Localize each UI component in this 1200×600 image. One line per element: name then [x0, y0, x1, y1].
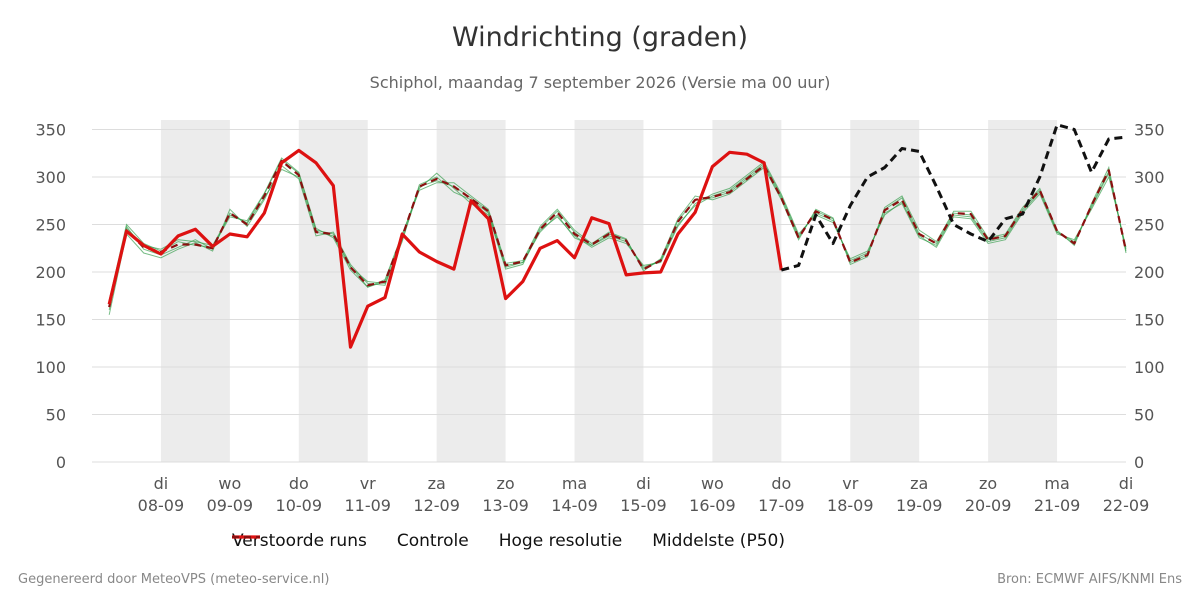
x-tick-day-7: di	[636, 474, 651, 493]
x-tick-day-4: za	[428, 474, 446, 493]
shaded-period-5	[850, 120, 920, 462]
x-tick-day-1: wo	[218, 474, 241, 493]
ensemble-member-1	[108, 157, 1127, 301]
shaded-period-6	[988, 120, 1058, 462]
x-tick-day-0: di	[154, 474, 169, 493]
x-tick-day-5: zo	[497, 474, 515, 493]
y-tick-right-250: 250	[1134, 216, 1165, 235]
grid-lines	[92, 129, 1126, 463]
y-tick-right-0: 0	[1134, 453, 1144, 472]
x-tick-date-5: 13-09	[482, 496, 529, 515]
legend-item-median: Middelste (P50)	[232, 531, 785, 551]
y-tick-left-50: 50	[46, 406, 66, 425]
x-tick-day-13: ma	[1044, 474, 1069, 493]
series-controle	[780, 123, 1127, 272]
main-series-lines	[107, 123, 1128, 349]
legend-item-hires: Hoge resolutie	[232, 531, 623, 551]
y-tick-left-350: 350	[35, 121, 66, 140]
y-tick-right-200: 200	[1134, 263, 1165, 282]
y-tick-left-300: 300	[35, 168, 66, 187]
x-tick-day-11: za	[910, 474, 928, 493]
legend-label-median: Middelste (P50)	[652, 531, 785, 551]
x-tick-day-12: zo	[979, 474, 997, 493]
x-tick-date-6: 14-09	[551, 496, 598, 515]
y-tick-right-150: 150	[1134, 311, 1165, 330]
x-tick-day-10: vr	[842, 474, 858, 493]
shaded-period-1	[298, 120, 368, 462]
footer-source: Bron: ECMWF AIFS/KNMI Ens	[997, 572, 1182, 587]
shaded-period-4	[712, 120, 782, 462]
y-tick-left-100: 100	[35, 358, 66, 377]
x-tick-day-9: do	[771, 474, 791, 493]
footer-generator: Gegenereerd door MeteoVPS (meteo-service…	[18, 572, 330, 587]
x-tick-day-6: ma	[562, 474, 587, 493]
series-hoge-resolutie	[107, 148, 783, 349]
shaded-period-0	[160, 120, 230, 462]
chart-title: Windrichting (graden)	[451, 22, 749, 53]
axis-labels: 0 0 50 50 100 100 150 150 200 200 250 250 300 300 350 3…	[35, 121, 1164, 516]
y-tick-left-0: 0	[56, 453, 66, 472]
x-tick-day-3: vr	[360, 474, 376, 493]
x-tick-date-0: 08-09	[138, 496, 185, 515]
legend-swatch-median	[232, 535, 260, 539]
x-tick-day-14: di	[1119, 474, 1134, 493]
chart-subtitle: Schiphol, maandag 7 september 2026 (Vers…	[369, 73, 831, 92]
y-tick-right-100: 100	[1134, 358, 1165, 377]
y-tick-left-200: 200	[35, 263, 66, 282]
shaded-period-2	[436, 120, 506, 462]
y-tick-right-350: 350	[1134, 121, 1165, 140]
x-tick-date-7: 15-09	[620, 496, 667, 515]
x-tick-date-4: 12-09	[413, 496, 460, 515]
x-tick-date-2: 10-09	[276, 496, 323, 515]
x-tick-date-12: 20-09	[965, 496, 1012, 515]
chart-legend: Verstoorde runs Controle Hoge resolutie …	[232, 531, 815, 551]
y-tick-left-250: 250	[35, 216, 66, 235]
legend-label-hires: Hoge resolutie	[498, 531, 623, 551]
x-tick-date-9: 17-09	[758, 496, 805, 515]
y-tick-right-50: 50	[1134, 406, 1154, 425]
x-tick-date-8: 16-09	[689, 496, 736, 515]
y-tick-left-150: 150	[35, 311, 66, 330]
y-tick-right-300: 300	[1134, 168, 1165, 187]
x-tick-date-3: 11-09	[344, 496, 391, 515]
legend-label-ensemble: Verstoorde runs	[232, 531, 367, 551]
x-tick-day-2: do	[289, 474, 309, 493]
x-tick-day-8: wo	[701, 474, 724, 493]
x-tick-date-1: 09-09	[207, 496, 254, 515]
shaded-period-3	[574, 120, 644, 462]
x-tick-date-14: 22-09	[1103, 496, 1150, 515]
x-tick-date-10: 18-09	[827, 496, 874, 515]
legend-label-control: Controle	[396, 531, 469, 551]
legend-item-control: Controle	[232, 531, 469, 551]
x-tick-date-11: 19-09	[896, 496, 943, 515]
x-tick-date-13: 21-09	[1034, 496, 1081, 515]
